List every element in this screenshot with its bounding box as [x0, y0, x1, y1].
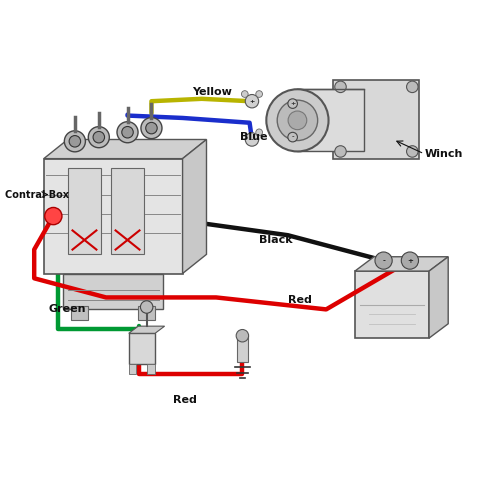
FancyBboxPatch shape	[147, 364, 155, 374]
Text: -: -	[382, 258, 385, 264]
Circle shape	[236, 329, 249, 342]
Text: -: -	[291, 134, 294, 140]
Circle shape	[117, 122, 138, 143]
Circle shape	[401, 252, 419, 269]
Polygon shape	[44, 140, 206, 158]
Polygon shape	[429, 257, 448, 338]
Polygon shape	[355, 257, 448, 271]
FancyBboxPatch shape	[68, 168, 101, 254]
Circle shape	[45, 207, 62, 225]
Circle shape	[241, 91, 248, 97]
FancyBboxPatch shape	[129, 333, 155, 364]
Text: +: +	[407, 258, 413, 264]
Text: Red: Red	[173, 396, 197, 405]
FancyBboxPatch shape	[111, 168, 144, 254]
Polygon shape	[333, 80, 420, 158]
FancyBboxPatch shape	[129, 364, 136, 374]
Circle shape	[256, 129, 263, 136]
Circle shape	[277, 100, 318, 141]
Circle shape	[146, 122, 157, 134]
Circle shape	[335, 146, 346, 157]
Text: +: +	[249, 99, 254, 104]
Text: Contral Box: Contral Box	[5, 190, 70, 200]
Polygon shape	[182, 140, 206, 274]
Circle shape	[141, 301, 153, 313]
Text: Black: Black	[259, 235, 293, 245]
Circle shape	[88, 127, 109, 148]
Circle shape	[64, 131, 85, 152]
FancyBboxPatch shape	[44, 158, 182, 274]
FancyBboxPatch shape	[71, 306, 88, 320]
Circle shape	[93, 132, 105, 143]
FancyBboxPatch shape	[355, 271, 429, 338]
Text: -: -	[251, 137, 253, 142]
Circle shape	[245, 133, 259, 146]
FancyBboxPatch shape	[138, 306, 156, 320]
Polygon shape	[129, 326, 165, 333]
Circle shape	[69, 135, 81, 147]
Text: +: +	[290, 101, 295, 106]
Text: Blue: Blue	[240, 132, 267, 142]
FancyBboxPatch shape	[237, 336, 248, 362]
FancyBboxPatch shape	[63, 274, 163, 310]
Circle shape	[141, 118, 162, 139]
Circle shape	[288, 111, 307, 130]
Text: Green: Green	[48, 304, 86, 314]
Circle shape	[245, 95, 259, 108]
Circle shape	[407, 146, 418, 157]
FancyBboxPatch shape	[298, 89, 364, 152]
Text: Yellow: Yellow	[192, 86, 232, 96]
Text: Red: Red	[288, 295, 312, 305]
Circle shape	[288, 99, 298, 108]
Circle shape	[288, 132, 298, 142]
Circle shape	[335, 81, 346, 93]
Circle shape	[266, 89, 328, 152]
Circle shape	[122, 127, 133, 138]
Circle shape	[375, 252, 392, 269]
Circle shape	[256, 91, 263, 97]
Text: Winch: Winch	[424, 149, 463, 159]
Circle shape	[407, 81, 418, 93]
